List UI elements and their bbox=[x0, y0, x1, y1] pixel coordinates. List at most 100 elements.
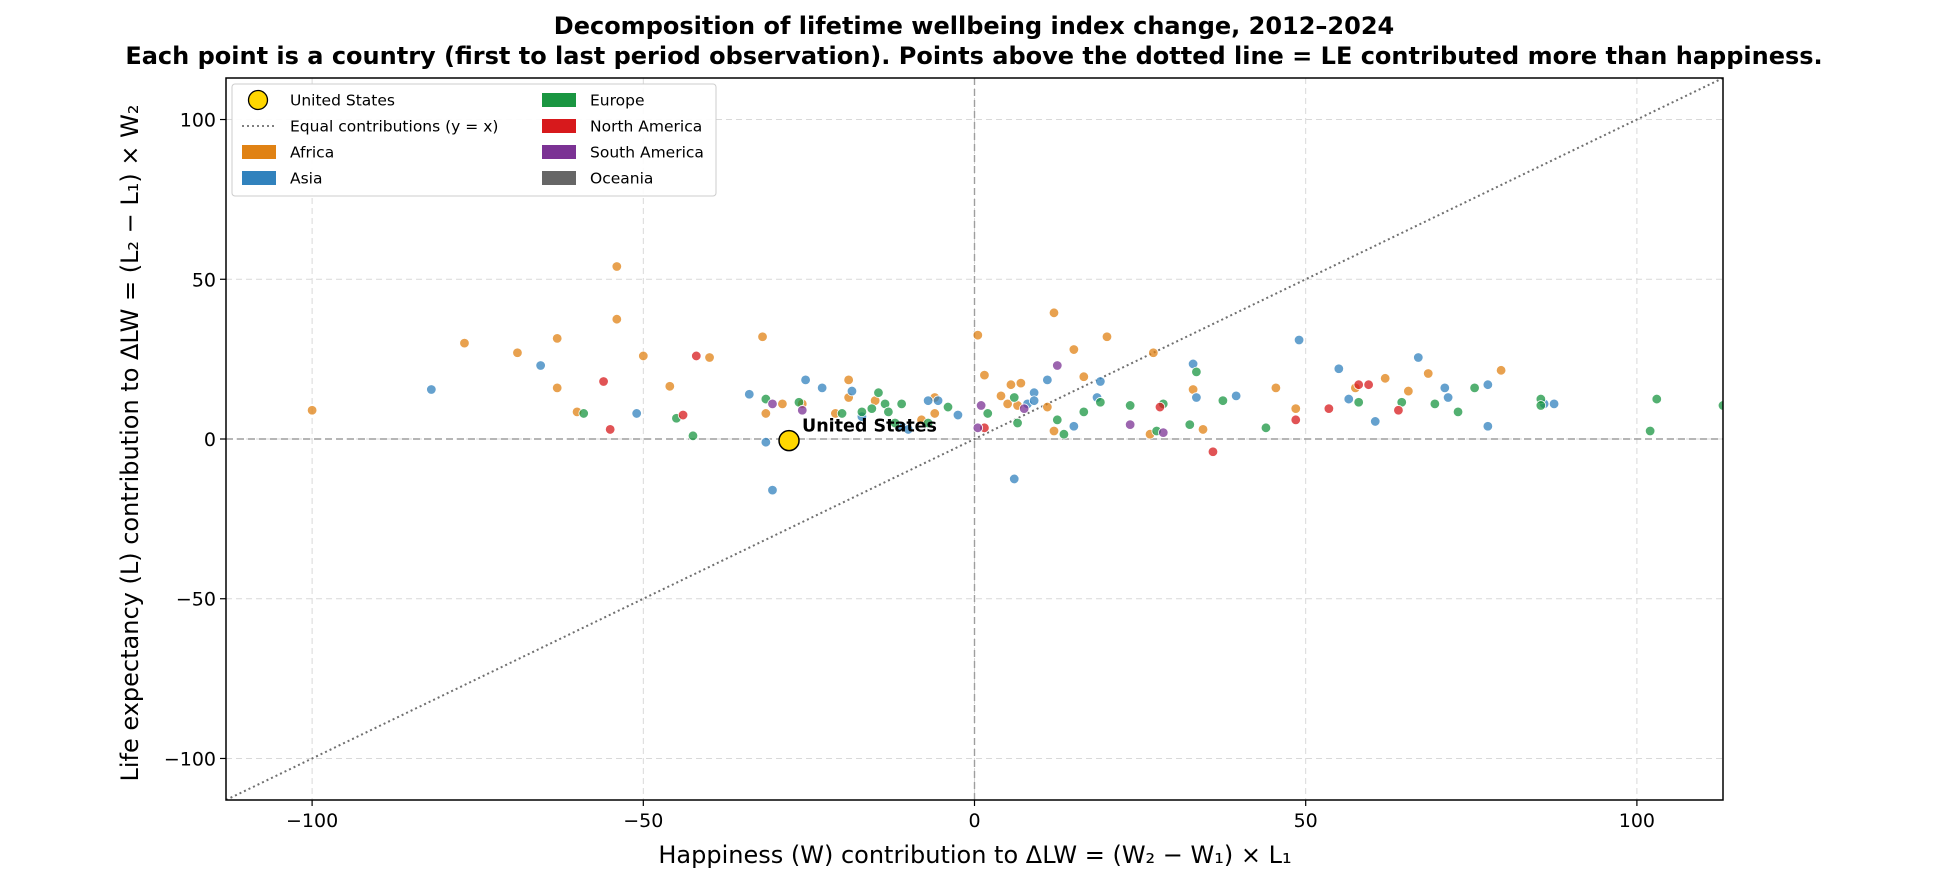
data-point bbox=[932, 395, 944, 406]
data-point bbox=[459, 337, 470, 349]
legend-swatch bbox=[542, 93, 576, 107]
data-point bbox=[535, 360, 546, 371]
legend-item: North America bbox=[542, 118, 702, 136]
data-point bbox=[1403, 385, 1414, 397]
legend-swatch bbox=[242, 171, 276, 185]
data-point bbox=[1052, 414, 1063, 426]
x-axis-label: Happiness (W) contribution to ΔLW = (W₂ … bbox=[658, 841, 1291, 869]
data-point bbox=[1095, 397, 1106, 408]
data-point bbox=[1012, 417, 1023, 429]
data-point bbox=[551, 333, 563, 344]
data-point bbox=[1197, 424, 1209, 435]
data-point bbox=[1207, 446, 1219, 457]
data-point bbox=[922, 417, 934, 429]
data-point bbox=[1217, 395, 1229, 406]
data-point bbox=[638, 350, 649, 362]
data-point bbox=[896, 398, 907, 410]
highlight-point bbox=[778, 429, 800, 452]
y-tick-label: 0 bbox=[204, 429, 216, 451]
data-point bbox=[856, 406, 868, 418]
data-point bbox=[1290, 414, 1301, 426]
legend-label: Oceania bbox=[590, 170, 653, 188]
data-point bbox=[800, 374, 811, 386]
data-point bbox=[1078, 371, 1089, 382]
data-point bbox=[1191, 392, 1202, 403]
data-point bbox=[1651, 393, 1662, 405]
legend-us-marker bbox=[247, 89, 269, 111]
data-point bbox=[426, 384, 437, 395]
data-point bbox=[1018, 403, 1030, 414]
data-point bbox=[889, 417, 901, 429]
data-point bbox=[1048, 425, 1060, 437]
legend-label: Africa bbox=[290, 144, 334, 162]
data-point bbox=[1154, 401, 1166, 413]
x-tick-label: −50 bbox=[623, 810, 663, 832]
data-point bbox=[975, 400, 987, 411]
data-point bbox=[1124, 400, 1136, 411]
legend-swatch bbox=[242, 145, 276, 159]
data-point bbox=[1048, 307, 1060, 319]
data-point bbox=[883, 406, 894, 418]
data-point bbox=[929, 408, 940, 419]
data-point bbox=[1042, 374, 1053, 386]
data-point bbox=[551, 382, 563, 394]
x-tick-label: 0 bbox=[968, 810, 980, 832]
legend-label: Europe bbox=[590, 92, 645, 110]
data-point bbox=[777, 398, 788, 410]
legend-item: Europe bbox=[542, 92, 645, 110]
data-point bbox=[866, 403, 878, 414]
data-point bbox=[1052, 360, 1063, 371]
data-point bbox=[604, 424, 616, 435]
legend-swatch bbox=[542, 145, 576, 159]
data-point bbox=[1058, 429, 1070, 440]
data-point bbox=[1644, 425, 1656, 437]
data-point bbox=[578, 408, 589, 419]
legend-label: Asia bbox=[290, 170, 322, 188]
data-point bbox=[757, 331, 768, 342]
data-point bbox=[1184, 419, 1195, 430]
data-point bbox=[1260, 422, 1272, 434]
data-point bbox=[1323, 403, 1335, 414]
data-point bbox=[797, 405, 808, 416]
data-point bbox=[1393, 405, 1404, 416]
x-tick-label: 100 bbox=[1619, 810, 1655, 832]
data-point bbox=[631, 408, 642, 419]
legend-swatch bbox=[542, 119, 576, 133]
data-point bbox=[687, 430, 699, 442]
y-tick-label: 100 bbox=[180, 110, 216, 132]
data-point bbox=[1028, 395, 1040, 406]
legend-item: South America bbox=[542, 144, 704, 162]
data-point bbox=[1343, 393, 1354, 405]
plot-area: United States −100 −50 0 50 100 −100 −50 0 50 100 U… bbox=[164, 77, 1724, 832]
chart-subtitle: Each point is a country (first to last p… bbox=[125, 42, 1822, 70]
data-point bbox=[1535, 400, 1547, 411]
series-south-america bbox=[767, 360, 1169, 438]
data-point bbox=[691, 350, 702, 362]
data-point bbox=[1230, 390, 1242, 402]
equal-contribution-line bbox=[226, 78, 1723, 800]
data-point bbox=[942, 401, 954, 413]
y-tick-label: −100 bbox=[164, 748, 216, 770]
y-axis-label: Life expectancy (L) contribution to ΔLW … bbox=[116, 105, 144, 782]
data-point bbox=[846, 385, 858, 397]
series-asia bbox=[426, 334, 1560, 496]
data-point bbox=[1078, 406, 1089, 418]
x-tick-label: 50 bbox=[1294, 810, 1318, 832]
data-point bbox=[767, 484, 778, 496]
data-point bbox=[843, 374, 854, 386]
data-point bbox=[1353, 397, 1364, 408]
data-point bbox=[1015, 377, 1027, 389]
data-point bbox=[598, 376, 609, 387]
y-tick-label: 50 bbox=[192, 269, 216, 291]
x-tick-label: −100 bbox=[286, 810, 338, 832]
data-point bbox=[979, 369, 990, 381]
data-point bbox=[1370, 416, 1381, 427]
data-point bbox=[1413, 352, 1424, 363]
legend-label: Equal contributions (y = x) bbox=[290, 118, 498, 136]
data-point bbox=[760, 408, 772, 419]
series-europe bbox=[578, 366, 1723, 442]
data-point bbox=[1548, 398, 1560, 410]
data-point bbox=[816, 382, 828, 394]
data-point bbox=[1124, 419, 1136, 430]
data-point bbox=[760, 436, 772, 448]
